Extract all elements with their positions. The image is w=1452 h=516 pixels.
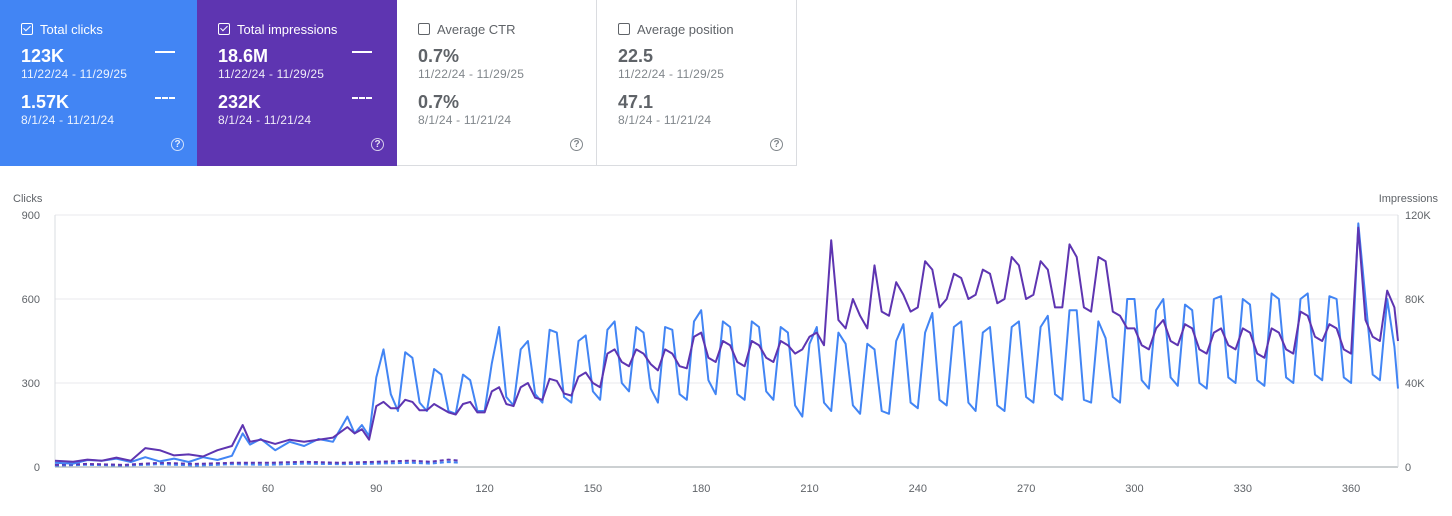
y-right-tick-label: 40K	[1405, 378, 1425, 390]
current-value: 0.7%	[418, 46, 460, 66]
checkbox-icon[interactable]	[418, 23, 430, 35]
performance-chart[interactable]: Clicks Impressions 0 300 600 900 0 40K 80K 120K 30…	[0, 166, 1452, 516]
x-tick-label: 330	[1234, 483, 1252, 495]
metric-cards: Total clicks 123K 11/22/24 - 11/29/25 1.…	[0, 0, 797, 166]
solid-line-legend-icon	[155, 51, 175, 53]
current-date-range: 11/22/24 - 11/29/25	[618, 67, 725, 81]
x-tick-label: 60	[262, 483, 274, 495]
checkbox-icon[interactable]	[618, 23, 630, 35]
y-right-tick-label: 120K	[1405, 210, 1431, 222]
x-tick-label: 300	[1125, 483, 1143, 495]
y-right-tick-label: 80K	[1405, 294, 1425, 306]
x-tick-label: 90	[370, 483, 382, 495]
previous-value: 232K	[218, 92, 262, 112]
help-icon[interactable]: ?	[171, 138, 184, 151]
total-impressions-card[interactable]: Total impressions 18.6M 11/22/24 - 11/29…	[197, 0, 397, 166]
previous-value: 47.1	[618, 92, 654, 112]
x-tick-label: 240	[909, 483, 927, 495]
checkbox-icon[interactable]	[218, 23, 230, 35]
card-header: Average CTR	[418, 20, 596, 38]
total-impressions-line	[54, 226, 1399, 463]
checkbox-icon[interactable]	[21, 23, 33, 35]
y-left-tick-label: 600	[22, 294, 40, 306]
average-position-card[interactable]: Average position 22.5 11/22/24 - 11/29/2…	[597, 0, 797, 166]
card-header: Total clicks	[21, 20, 197, 38]
current-value: 22.5	[618, 46, 654, 66]
y-right-tick-label: 0	[1405, 462, 1411, 474]
dashed-line-legend-icon	[352, 97, 372, 99]
card-title: Average position	[637, 21, 734, 37]
current-date-range: 11/22/24 - 11/29/25	[21, 67, 128, 81]
solid-line-legend-icon	[352, 51, 372, 53]
y-axis-left-title: Clicks	[13, 193, 43, 205]
average-ctr-card[interactable]: Average CTR 0.7% 11/22/24 - 11/29/25 0.7…	[397, 0, 597, 166]
current-date-range: 11/22/24 - 11/29/25	[418, 67, 525, 81]
y-left-tick-label: 300	[22, 378, 40, 390]
total-clicks-card[interactable]: Total clicks 123K 11/22/24 - 11/29/25 1.…	[0, 0, 197, 166]
previous-value: 0.7%	[418, 92, 460, 112]
previous-date-range: 8/1/24 - 11/21/24	[418, 113, 512, 127]
x-tick-label: 150	[584, 483, 602, 495]
x-tick-label: 120	[475, 483, 493, 495]
card-title: Total clicks	[40, 21, 103, 37]
x-tick-label: 180	[692, 483, 710, 495]
previous-date-range: 8/1/24 - 11/21/24	[218, 113, 312, 127]
total-clicks-previous-line	[54, 461, 460, 467]
card-header: Total impressions	[218, 20, 397, 38]
current-date-range: 11/22/24 - 11/29/25	[218, 67, 325, 81]
card-title: Average CTR	[437, 21, 516, 37]
x-tick-label: 360	[1342, 483, 1360, 495]
previous-date-range: 8/1/24 - 11/21/24	[21, 113, 115, 127]
current-value: 123K	[21, 46, 65, 66]
dashed-line-legend-icon	[155, 97, 175, 99]
y-left-tick-label: 900	[22, 210, 40, 222]
help-icon[interactable]: ?	[570, 138, 583, 151]
card-title: Total impressions	[237, 21, 338, 37]
y-left-tick-label: 0	[34, 462, 40, 474]
total-impressions-previous-line	[54, 458, 460, 466]
help-icon[interactable]: ?	[371, 138, 384, 151]
previous-date-range: 8/1/24 - 11/21/24	[618, 113, 712, 127]
previous-value: 1.57K	[21, 92, 70, 112]
chart-axes: Clicks Impressions 0 300 600 900 0 40K 80K 120K 30…	[13, 193, 1439, 495]
help-icon[interactable]: ?	[770, 138, 783, 151]
chart-series	[54, 222, 1399, 467]
y-axis-right-title: Impressions	[1379, 193, 1439, 205]
x-tick-label: 210	[800, 483, 818, 495]
x-tick-label: 270	[1017, 483, 1035, 495]
x-tick-label: 30	[154, 483, 166, 495]
card-header: Average position	[618, 20, 796, 38]
current-value: 18.6M	[218, 46, 269, 66]
